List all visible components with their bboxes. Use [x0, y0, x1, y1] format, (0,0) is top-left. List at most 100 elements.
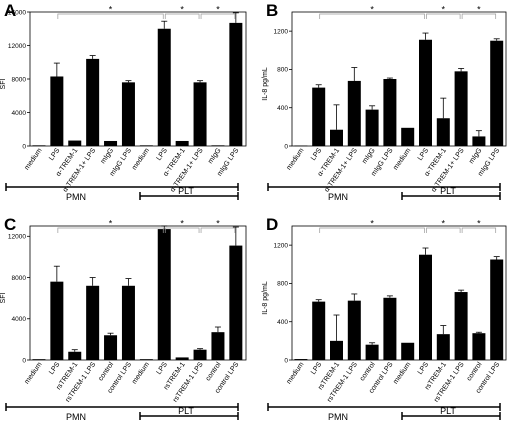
significance-star: * — [216, 219, 220, 229]
plot-frame — [291, 11, 507, 147]
significance-star: * — [109, 5, 113, 15]
bar — [157, 28, 171, 146]
y-tick-label: 4000 — [12, 316, 27, 323]
y-tick-label: 0 — [22, 143, 26, 150]
bar — [86, 285, 100, 360]
bar — [211, 332, 225, 360]
bar — [104, 335, 118, 360]
y-tick-label: 4000 — [12, 110, 27, 117]
bar — [229, 245, 243, 360]
category-label: control — [466, 361, 484, 383]
panel-letter: A — [4, 1, 16, 20]
plot-frame — [291, 225, 507, 361]
group-label-pmn: PMN — [328, 192, 348, 202]
bar — [68, 351, 82, 360]
significance-bracket — [164, 13, 200, 19]
bar — [229, 22, 243, 147]
category-label: medium — [286, 147, 306, 172]
significance-bracket — [57, 227, 164, 233]
panel-letter: D — [266, 215, 278, 234]
category-label: LPS — [156, 361, 170, 376]
y-tick-label: 0 — [284, 143, 288, 150]
bar — [32, 145, 46, 146]
bar — [490, 259, 504, 360]
y-tick-label: 8000 — [12, 275, 27, 282]
bar — [121, 82, 135, 146]
significance-bracket — [57, 13, 164, 19]
bar — [175, 357, 189, 360]
category-label: medium — [24, 147, 44, 172]
bar — [157, 229, 171, 360]
y-tick-label: 800 — [277, 67, 288, 74]
category-label: LPS — [310, 147, 324, 162]
significance-star: * — [370, 5, 374, 15]
bar — [104, 140, 118, 146]
y-axis-label: IL-8 pg/mL — [262, 67, 269, 101]
y-tick-label: 12000 — [8, 234, 26, 241]
category-label: LPS — [310, 361, 324, 376]
bar — [312, 301, 326, 360]
bar — [419, 254, 432, 360]
significance-bracket — [461, 13, 497, 19]
group-label-plt: PLT — [178, 186, 194, 196]
bar — [86, 58, 100, 146]
bar — [50, 281, 64, 360]
significance-star: * — [180, 219, 184, 229]
bar — [121, 285, 135, 360]
significance-bracket — [319, 13, 425, 19]
bar — [436, 118, 450, 146]
plot-frame — [29, 225, 247, 361]
category-label: mIgG — [100, 147, 116, 165]
y-tick-label: 400 — [277, 319, 288, 326]
y-axis-label: SFI — [0, 293, 7, 304]
y-axis-label: IL-8 pg/mL — [262, 281, 269, 315]
bar — [365, 109, 379, 146]
panel-letter: C — [4, 215, 16, 234]
category-label: mIgG — [361, 147, 377, 165]
significance-star: * — [370, 219, 374, 229]
bar — [383, 79, 397, 146]
category-label: LPS — [48, 361, 62, 376]
group-label-pmn: PMN — [66, 192, 86, 202]
bar — [294, 359, 308, 360]
significance-bracket — [319, 227, 425, 233]
group-label-plt: PLT — [440, 186, 456, 196]
category-label: control — [205, 361, 223, 383]
bar — [50, 76, 64, 146]
significance-bracket — [200, 13, 236, 19]
bar — [401, 342, 415, 360]
group-label-pmn: PMN — [328, 412, 348, 422]
category-label: LPS — [417, 361, 431, 376]
significance-star: * — [216, 5, 220, 15]
bar — [490, 40, 504, 146]
significance-bracket — [461, 227, 497, 233]
bar — [312, 87, 326, 146]
category-label: control — [359, 361, 377, 383]
significance-bracket — [426, 13, 461, 19]
category-label: control — [97, 361, 115, 383]
bar — [347, 80, 361, 146]
bar — [139, 145, 153, 146]
group-label-pmn: PMN — [66, 412, 86, 422]
y-axis-label: SFI — [0, 79, 7, 90]
group-label-plt: PLT — [178, 406, 194, 416]
significance-star: * — [109, 219, 113, 229]
significance-star: * — [477, 5, 481, 15]
category-label: medium — [392, 147, 412, 172]
category-label: medium — [131, 147, 151, 172]
y-tick-label: 8000 — [12, 76, 27, 83]
bar — [193, 349, 207, 360]
group-label-plt: PLT — [440, 406, 456, 416]
category-label: medium — [286, 361, 306, 386]
bar — [330, 340, 343, 360]
category-label: LPS — [417, 147, 431, 162]
significance-bracket — [164, 227, 200, 233]
significance-star: * — [442, 5, 446, 15]
panel-letter: B — [266, 1, 278, 20]
bar — [365, 344, 379, 360]
